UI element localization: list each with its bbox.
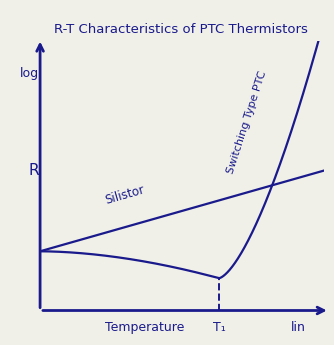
Text: T₁: T₁ [212,321,225,334]
Text: log: log [19,67,39,80]
Text: Silistor: Silistor [104,183,147,207]
Text: Temperature: Temperature [106,321,185,334]
Text: R: R [28,163,39,178]
Text: R-T Characteristics of PTC Thermistors: R-T Characteristics of PTC Thermistors [54,23,308,36]
Text: lin: lin [291,321,306,334]
Text: Switching Type PTC: Switching Type PTC [226,69,269,175]
